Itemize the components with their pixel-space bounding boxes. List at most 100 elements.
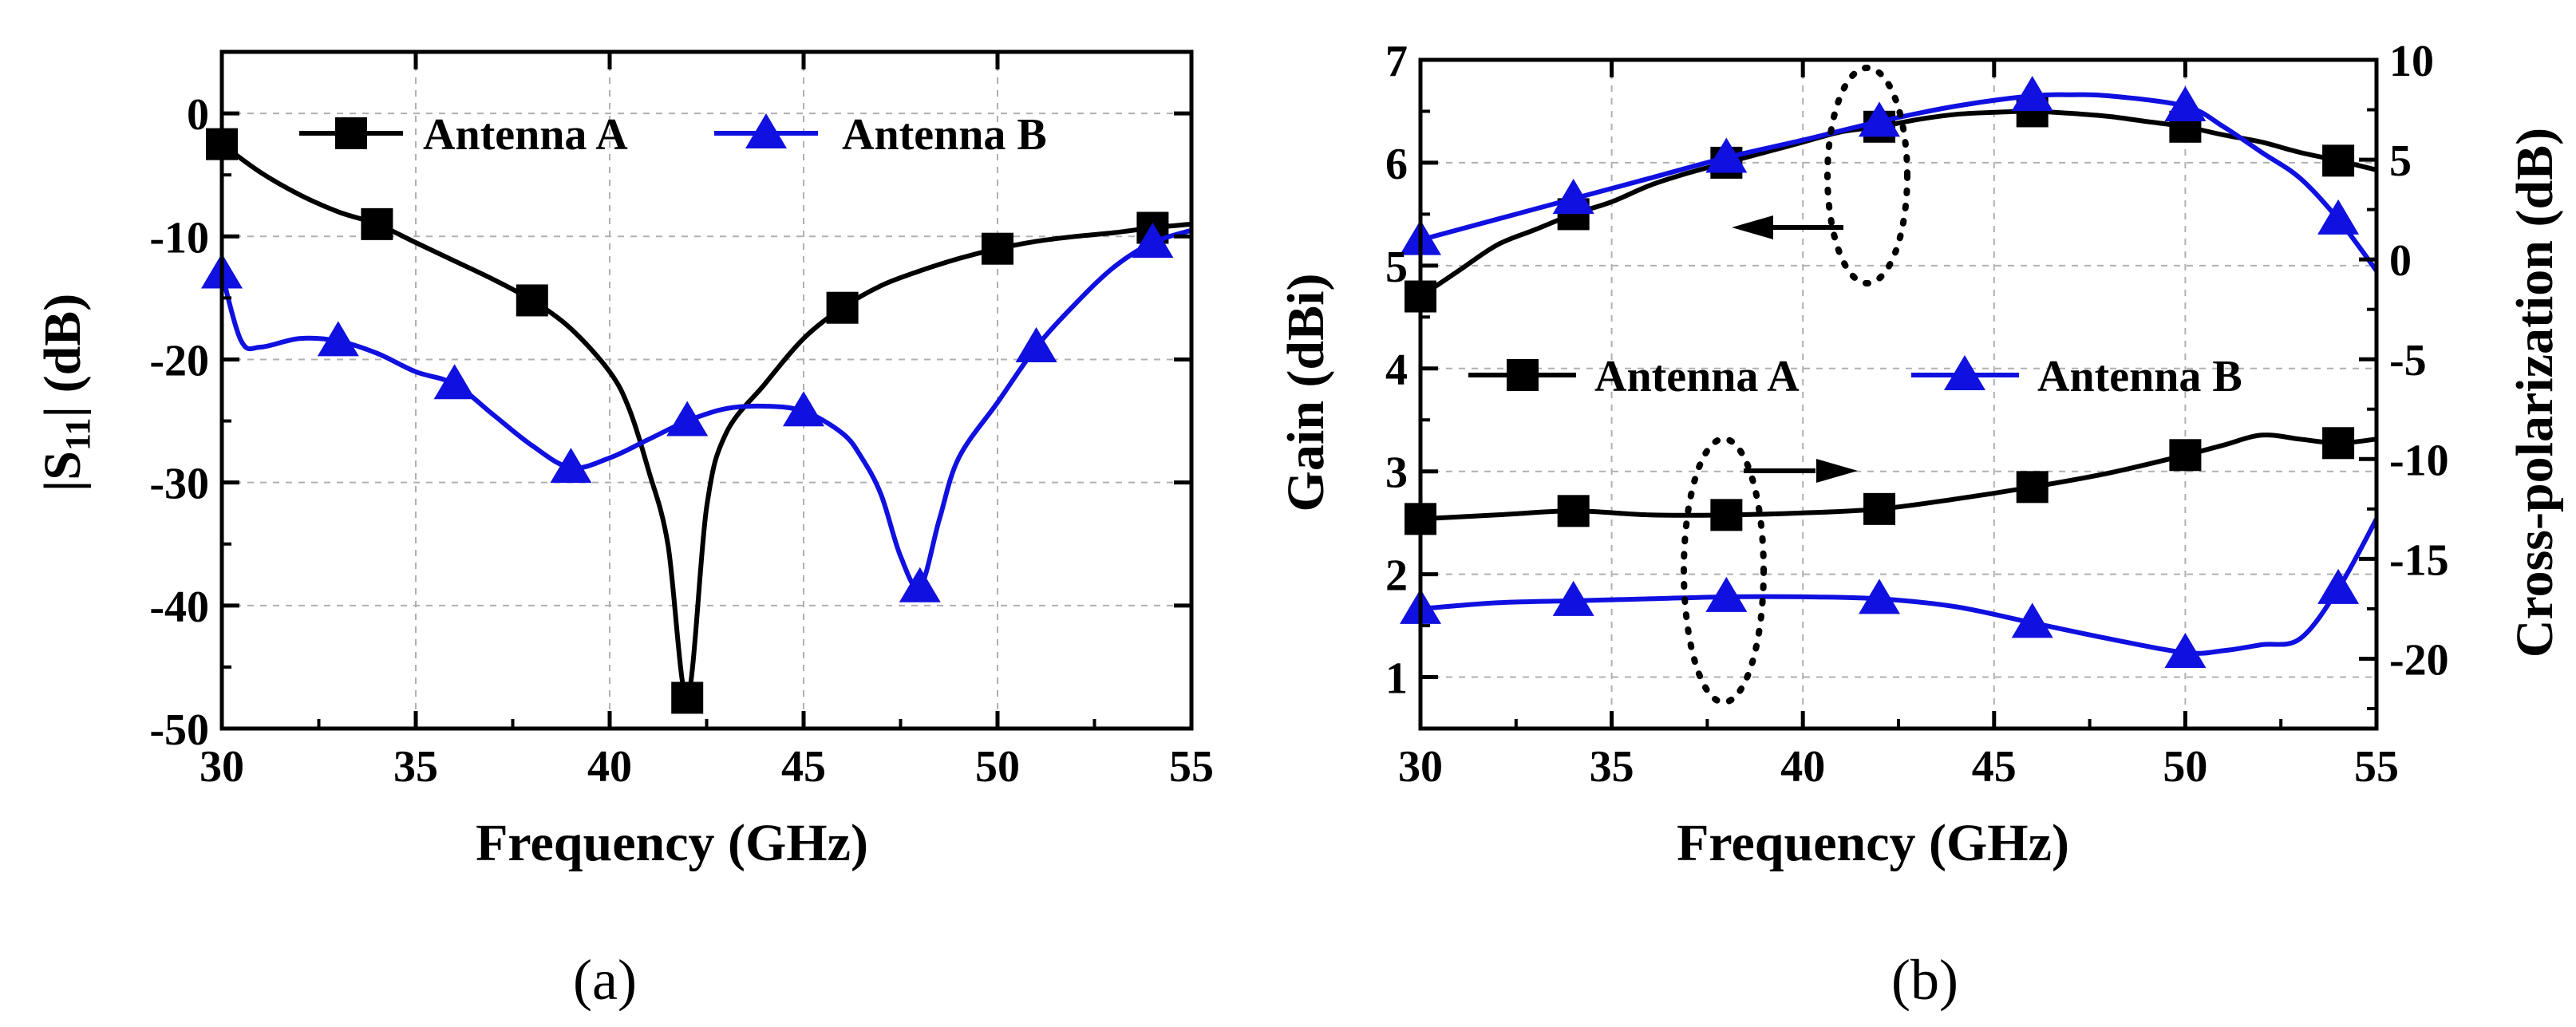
y-tick-label: -10: [149, 213, 209, 263]
y-tick-label: -20: [149, 336, 209, 385]
triangle-marker: [1552, 179, 1594, 215]
triangle-marker: [433, 364, 476, 400]
series-3: [1405, 427, 2377, 535]
square-marker: [982, 232, 1013, 265]
x-tick-label: 40: [587, 742, 632, 792]
square-marker: [516, 284, 548, 317]
x-tick-label: 45: [1972, 742, 2017, 792]
y-tick-label: -20: [2389, 635, 2449, 685]
ticks: 30 35 40 45 50 55 0 -10 -20 -30 -40 -50: [149, 50, 1214, 792]
annotations: [1681, 65, 1910, 705]
triangle-marker: [1859, 579, 1901, 614]
triangle-marker: [2011, 602, 2053, 638]
series-line: [1420, 433, 2377, 522]
x-tick-label: 50: [975, 742, 1020, 792]
x-tick-label: 35: [393, 742, 438, 792]
y-tick-label: 6: [1385, 140, 1408, 189]
y-tick-label: 0: [2389, 236, 2412, 286]
x-tick-label: 45: [781, 742, 826, 792]
curves: [201, 128, 1192, 714]
y-tick-label: -5: [2389, 336, 2427, 385]
x-tick-label: 40: [1780, 742, 1825, 792]
y-tick-label: -50: [149, 705, 209, 755]
y-tick-label: -30: [149, 460, 209, 509]
square-marker: [1710, 499, 1743, 531]
y-tick-label: -10: [2389, 436, 2449, 485]
y-tick-label: 1: [1385, 654, 1408, 704]
triangle-marker: [1132, 222, 1174, 258]
triangle-marker: [2317, 199, 2360, 235]
triangle-marker: [899, 567, 941, 602]
x-tick-label: 30: [200, 742, 244, 792]
legend-marker-a: [335, 117, 367, 149]
legend: Antenna A Antenna B: [299, 110, 1047, 160]
legend-marker-b: [1944, 355, 1985, 390]
y-axis-label-right: Cross-polarization (dB): [2506, 128, 2564, 658]
square-marker: [2322, 427, 2355, 460]
y-tick-label: 3: [1385, 448, 1408, 498]
triangle-marker: [1705, 576, 1748, 612]
x-axis-label: Frequency (GHz): [476, 814, 868, 872]
square-marker: [671, 681, 704, 714]
right-arrow-head: [1816, 459, 1858, 483]
triangle-marker: [2317, 568, 2360, 604]
square-marker: [2169, 439, 2202, 472]
panel-label-b: (b): [1891, 948, 1958, 1012]
x-tick-label: 55: [2354, 742, 2399, 792]
triangle-marker: [783, 391, 824, 427]
y-tick-label: 7: [1385, 37, 1408, 86]
legend-label-b: Antenna B: [842, 110, 1047, 160]
legend-label-a: Antenna A: [423, 110, 628, 160]
x-axis-label: Frequency (GHz): [1677, 814, 2069, 872]
left-arrow-head: [1732, 215, 1773, 239]
square-marker: [361, 207, 393, 240]
square-marker: [2322, 144, 2355, 177]
triangle-marker: [666, 401, 709, 436]
series-line: [1420, 92, 2379, 273]
triangle-marker: [550, 448, 592, 484]
y-axis-label: |S11| (dB): [34, 294, 97, 492]
legend-label-a: Antenna A: [1594, 352, 1800, 401]
panel-a: 30 35 40 45 50 55 0 -10 -20 -30 -40 -50 Antenna A A…: [34, 49, 1214, 1012]
grid: [1420, 60, 2376, 729]
x-tick-label: 35: [1590, 742, 1634, 792]
square-marker: [1557, 495, 1590, 527]
panel-label-a: (a): [573, 948, 637, 1012]
y-axis-label-left: Gain (dBi): [1277, 274, 1335, 512]
square-marker: [826, 291, 859, 324]
y-tick-label: 5: [2389, 136, 2412, 186]
legend-marker-b: [745, 113, 787, 148]
triangle-marker: [1705, 137, 1748, 173]
triangle-marker: [2011, 76, 2053, 112]
series-line: [1420, 517, 2379, 656]
y-label-main: |S: [34, 451, 92, 492]
legend: Antenna A Antenna B: [1468, 352, 2242, 401]
triangle-marker: [1859, 101, 1901, 137]
x-tick-label: 55: [1169, 742, 1214, 792]
square-marker: [1863, 492, 1896, 525]
triangle-marker: [317, 321, 359, 357]
triangle-marker: [2164, 632, 2207, 668]
y-tick-label: 10: [2389, 37, 2434, 86]
y-tick-label: -40: [149, 583, 209, 632]
series-4: [1400, 517, 2379, 668]
legend-label-b: Antenna B: [2037, 352, 2242, 401]
square-marker: [2016, 471, 2049, 504]
series-2: [1400, 76, 2379, 273]
legend-marker-a: [1507, 359, 1539, 391]
series-line: [219, 227, 1192, 591]
series-1: [206, 128, 1192, 714]
y-label-tail: | (dB): [34, 294, 92, 418]
series-2: [201, 222, 1192, 602]
dotted-ellipse-lower: [1681, 436, 1767, 705]
y-tick-label: -15: [2389, 535, 2449, 585]
y-tick-label: 4: [1385, 346, 1408, 395]
x-tick-label: 50: [2163, 742, 2207, 792]
triangle-marker: [1015, 327, 1057, 363]
triangle-marker: [2164, 86, 2207, 122]
y-tick-label: 5: [1385, 243, 1408, 292]
triangle-marker: [1552, 580, 1594, 616]
